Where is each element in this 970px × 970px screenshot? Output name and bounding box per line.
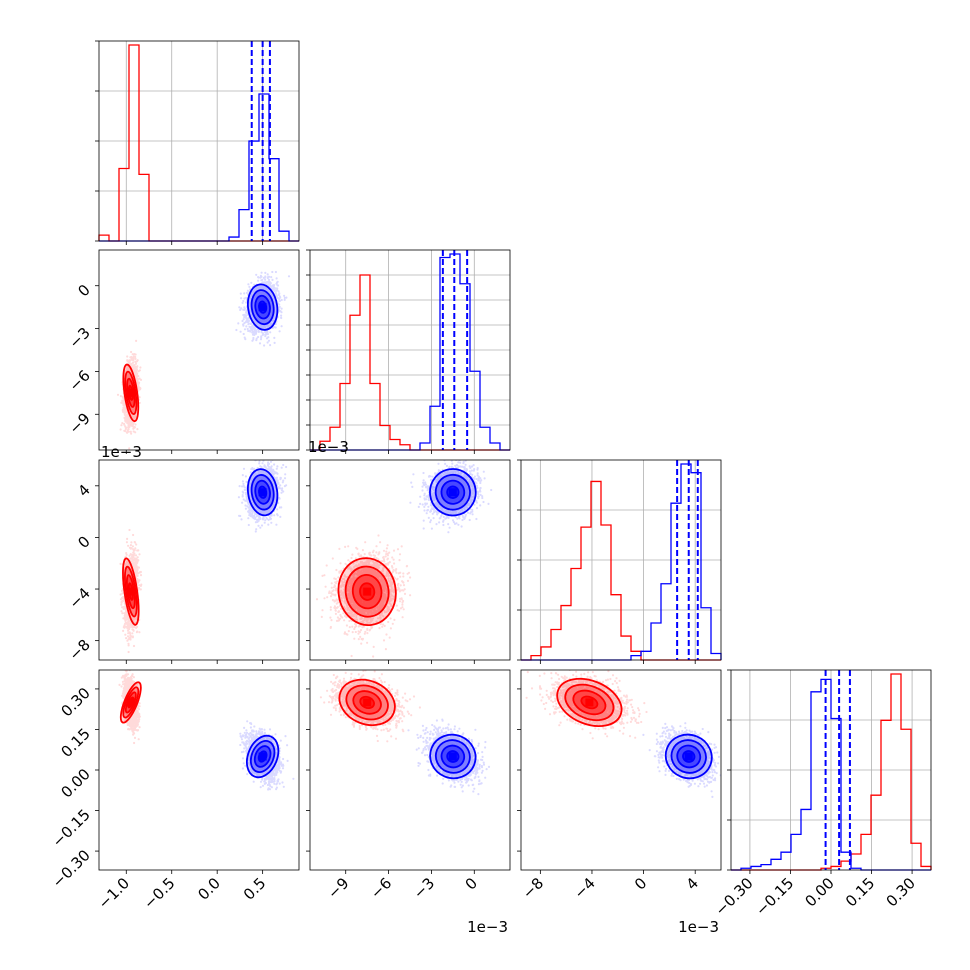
y-tick-label: −0.15	[49, 806, 94, 851]
mode-marker-red	[585, 698, 594, 707]
panel-frame	[309, 459, 511, 661]
y-tick-label: −8	[65, 636, 93, 664]
x-offset-label: 1e−3	[678, 918, 719, 936]
mode-marker-blue	[684, 752, 693, 761]
y-tick-label: −0.30	[49, 846, 94, 891]
x-tick-label: 0	[462, 874, 481, 893]
y-tick-label: 0.15	[57, 725, 93, 761]
x-tick-label: −8	[519, 874, 547, 902]
scatter-panel-3-1: −8 −4 0 4	[65, 459, 300, 664]
x-tick-label: 0.5	[240, 874, 270, 904]
mode-marker-red	[363, 587, 372, 596]
scatter-content	[118, 670, 295, 791]
x-tick-label: −0.30	[712, 874, 757, 919]
scatter-panel-4-1: −0.30−0.15 0.00 0.15 0.30 −1.0 −0.5 0.0 0.5	[49, 669, 300, 913]
histogram-red-step	[521, 480, 721, 661]
y-tick-label: −4	[65, 584, 93, 612]
scatter-content	[119, 460, 288, 654]
scatter-panel-2-1: −9 −6 −3 0	[65, 249, 300, 454]
scatter-panel-3-2	[306, 459, 511, 664]
scatter-panel-4-2: −9 −6 −3 0 1e−3	[306, 669, 511, 936]
histogram-panel-1	[95, 40, 300, 245]
y-tick-label: −3	[65, 324, 93, 352]
x-tick-label: 0.30	[883, 874, 919, 910]
mode-marker-red	[363, 698, 372, 707]
histogram-panel-4	[727, 669, 932, 874]
x-tick-label: −9	[324, 874, 352, 902]
histogram-panel-3	[517, 459, 722, 664]
mode-marker-blue	[448, 488, 457, 497]
mode-marker-blue	[258, 752, 267, 761]
x-tick-label: −0.15	[752, 874, 797, 919]
panel-frame	[98, 249, 300, 451]
x-tick-label: 0.00	[801, 874, 837, 910]
offset-label: 1e−3	[308, 438, 349, 456]
x-tick-label: 0.0	[194, 874, 224, 904]
x-offset-label: 1e−3	[467, 918, 508, 936]
x-tick-label: 0.15	[842, 874, 878, 910]
y-tick-label: 0.30	[57, 684, 93, 720]
scatter-panel-4-3: −8 −4 0 4 1e−3	[517, 669, 722, 936]
x-tick-label: 4	[683, 874, 702, 893]
x-tick-label: −4	[570, 874, 598, 902]
y-tick-label: −6	[65, 367, 93, 395]
y-tick-label: 0.00	[57, 765, 93, 801]
y-tick-label: 4	[74, 481, 93, 500]
mode-marker-red	[126, 388, 135, 397]
x-tick-label: −0.5	[140, 874, 178, 912]
mode-marker-blue	[448, 752, 457, 761]
scatter-content	[315, 460, 493, 658]
x-tick-label: 0	[631, 874, 650, 893]
histogram-x-labels: −0.30−0.15 0.00 0.15 0.30	[712, 874, 919, 919]
scatter-content	[116, 270, 291, 450]
y-offset-label: 1e−3	[101, 443, 142, 461]
mode-marker-red	[126, 587, 135, 596]
mode-marker-blue	[258, 488, 267, 497]
x-tick-label: −3	[410, 874, 438, 902]
y-tick-label: 0	[74, 281, 93, 300]
panel-frame	[98, 459, 300, 661]
histogram-panel-2: 1e−3	[306, 249, 511, 456]
y-tick-label: −9	[65, 409, 93, 437]
scatter-content	[521, 670, 721, 798]
scatter-content	[319, 670, 491, 796]
y-tick-label: 0	[74, 533, 93, 552]
x-tick-label: −6	[367, 874, 395, 902]
mode-marker-red	[126, 698, 135, 707]
row-offset-labels: 1e−3	[101, 443, 142, 461]
mode-marker-blue	[258, 303, 267, 312]
x-tick-label: −1.0	[95, 874, 133, 912]
